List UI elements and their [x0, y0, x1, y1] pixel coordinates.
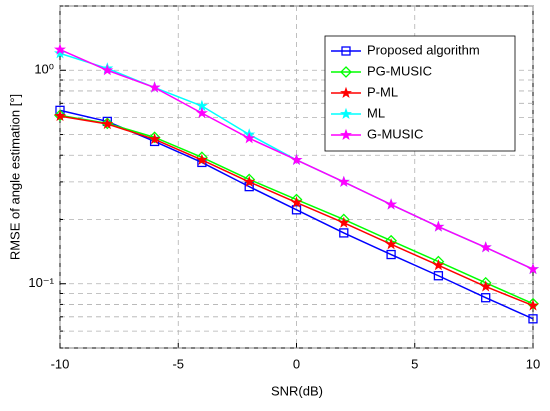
marker: [54, 109, 66, 122]
marker: [385, 238, 398, 250]
marker: [340, 107, 352, 119]
marker: [243, 173, 256, 186]
marker: [527, 299, 539, 311]
legend-label: Proposed algorithm: [367, 42, 480, 57]
marker: [386, 249, 396, 260]
marker: [527, 262, 539, 275]
marker: [340, 66, 352, 78]
marker: [341, 46, 351, 56]
marker: [339, 228, 349, 238]
legend-label: PG-MUSIC: [367, 63, 432, 78]
marker: [385, 198, 398, 210]
marker: [479, 280, 492, 292]
marker: [101, 117, 114, 130]
marker: [290, 196, 303, 208]
marker: [148, 131, 161, 144]
marker: [195, 153, 208, 165]
x-axis-label: SNR(dB): [271, 383, 323, 398]
marker: [337, 175, 350, 187]
marker: [481, 293, 491, 303]
marker: [148, 81, 161, 93]
marker: [340, 128, 352, 140]
marker: [337, 216, 350, 228]
legend-label: G-MUSIC: [367, 126, 423, 141]
legend-label: ML: [367, 105, 385, 120]
marker: [54, 43, 66, 55]
marker: [432, 259, 445, 271]
y-tick-label: 10⁰: [34, 62, 54, 77]
marker: [195, 106, 208, 119]
marker: [433, 271, 444, 281]
marker: [101, 117, 114, 130]
marker: [432, 220, 445, 232]
marker: [528, 314, 538, 324]
x-tick-label: -10: [51, 356, 70, 371]
marker: [527, 297, 539, 310]
marker: [243, 175, 256, 187]
legend-label: P-ML: [367, 84, 398, 99]
x-tick-label: 0: [293, 356, 300, 371]
marker: [291, 205, 302, 215]
x-tick-label: 5: [411, 356, 418, 371]
marker: [479, 241, 492, 253]
x-tick-label: 10: [526, 356, 540, 371]
marker: [243, 132, 256, 144]
marker: [54, 109, 66, 122]
y-tick-label: 10⁻¹: [28, 275, 54, 290]
marker: [101, 64, 114, 76]
marker: [290, 153, 303, 165]
x-tick-label: -5: [172, 356, 184, 371]
marker: [148, 133, 161, 145]
y-axis-label: RMSE of angle estimation [°]: [7, 94, 22, 260]
marker: [340, 86, 352, 98]
